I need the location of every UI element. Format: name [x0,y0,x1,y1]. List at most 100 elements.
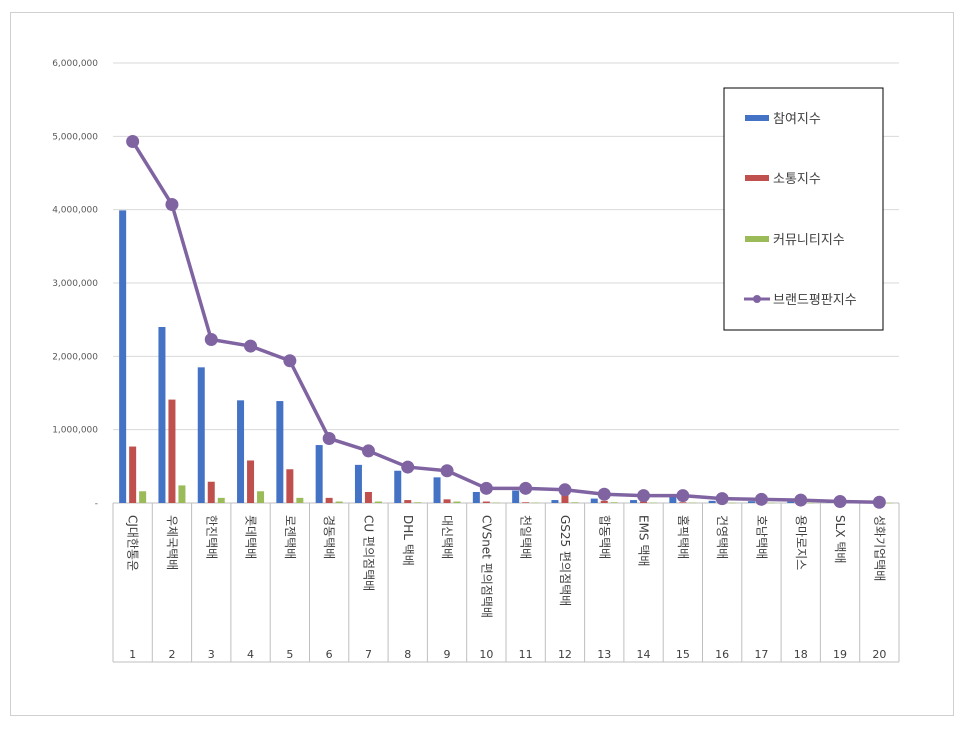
reputation-point-18 [794,493,808,507]
bar-series-1-14 [640,501,648,503]
category-label-4: 롯데택배 [244,515,258,559]
rank-label-4: 4 [247,648,254,661]
bar-series-2-1 [139,491,147,503]
bar-series-1-7 [364,492,372,503]
y-tick-label: 2,000,000 [52,352,98,362]
category-label-6: 경동택배 [322,515,336,559]
bar-series-2-7 [374,501,382,503]
bar-series-0-3 [197,367,205,503]
rank-label-7: 7 [365,648,372,661]
reputation-point-8 [401,460,415,474]
bar-series-2-16 [728,502,736,504]
bar-series-0-6 [315,445,323,503]
bar-series-1-3 [207,481,215,503]
legend-label-communication: 소통지수 [773,172,821,187]
y-tick-label: 6,000,000 [52,59,98,69]
bar-series-1-1 [129,446,137,503]
category-label-20: 성화기업택배 [872,515,886,581]
reputation-point-14 [637,489,651,503]
rank-label-1: 1 [129,648,136,661]
bar-series-0-15 [669,496,677,503]
category-label-1: CJ대한통운 [126,515,140,571]
bar-series-2-5 [296,497,304,503]
bar-series-2-10 [492,502,500,504]
bars [119,210,893,504]
bar-series-1-6 [325,497,333,503]
bar-series-0-8 [394,470,402,503]
y-tick-label: - [95,499,98,509]
reputation-point-6 [322,431,336,445]
rank-label-12: 12 [558,648,572,661]
bar-series-1-12 [561,493,569,503]
bar-series-1-11 [522,502,530,503]
bar-series-2-20 [885,502,893,504]
reputation-line [131,140,880,505]
bar-series-1-4 [247,460,255,503]
category-label-16: 건영택배 [715,515,729,559]
bar-series-2-9 [453,501,461,503]
bar-series-2-13 [610,502,618,503]
category-label-15: 홈픽택배 [676,515,690,559]
bar-series-1-8 [404,500,412,503]
legend-swatch-participation [745,115,769,121]
category-label-5: 로젠택배 [283,515,297,559]
bar-series-2-18 [807,502,815,504]
category-label-18: 용마로지스 [794,515,808,570]
bar-series-0-12 [551,500,559,503]
reputation-point-17 [754,492,768,506]
legend: 참여지수 소통지수 커뮤니티지수 브랜드평판지수 [723,87,884,331]
rank-label-10: 10 [479,648,493,661]
bar-series-0-11 [512,490,520,503]
reputation-point-1 [126,134,140,148]
category-label-12: GS25 편의점택배 [558,515,572,606]
rank-label-18: 18 [794,648,808,661]
bar-series-1-2 [168,399,176,503]
reputation-point-9 [440,464,454,478]
bar-series-2-4 [257,491,265,503]
bar-series-0-7 [354,464,362,503]
reputation-point-4 [244,339,258,353]
rank-label-13: 13 [597,648,611,661]
bar-series-0-9 [433,477,441,503]
bar-series-2-2 [178,485,186,503]
category-label-10: CVSnet 편의점택배 [479,515,493,618]
bar-series-0-1 [119,210,127,503]
y-tick-label: 1,000,000 [52,426,98,436]
rank-label-17: 17 [754,648,768,661]
category-label-11: 천일택배 [519,515,534,559]
reputation-point-20 [872,495,886,509]
reputation-point-2 [165,198,179,212]
legend-swatch-community [745,236,769,242]
rank-label-15: 15 [676,648,690,661]
bar-series-0-4 [237,400,245,503]
rank-label-9: 9 [444,648,451,661]
reputation-point-12 [558,483,572,497]
category-label-14: EMS 택배 [637,515,651,566]
line-series [126,134,886,509]
bar-series-1-15 [679,502,687,503]
bar-series-1-10 [482,501,490,503]
bar-series-0-2 [158,327,166,503]
rank-label-19: 19 [833,648,847,661]
bar-series-2-8 [414,502,422,503]
y-tick-label: 3,000,000 [52,279,98,289]
bar-series-2-17 [767,502,775,504]
bar-series-0-5 [276,401,284,503]
y-tick-label: 4,000,000 [52,206,98,216]
category-label-8: DHL 택배 [401,515,415,566]
legend-label-community: 커뮤니티지수 [773,233,845,248]
bar-series-2-14 [650,502,658,504]
rank-label-6: 6 [326,648,333,661]
legend-box [723,87,884,331]
rank-label-3: 3 [208,648,215,661]
bar-series-2-12 [571,502,579,503]
reputation-point-7 [361,444,375,458]
reputation-point-15 [676,489,690,503]
rank-label-8: 8 [404,648,411,661]
category-label-13: 합동택배 [597,515,611,559]
rank-label-2: 2 [168,648,175,661]
reputation-point-13 [597,487,611,501]
reputation-point-10 [479,481,493,495]
bar-series-1-5 [286,469,294,503]
